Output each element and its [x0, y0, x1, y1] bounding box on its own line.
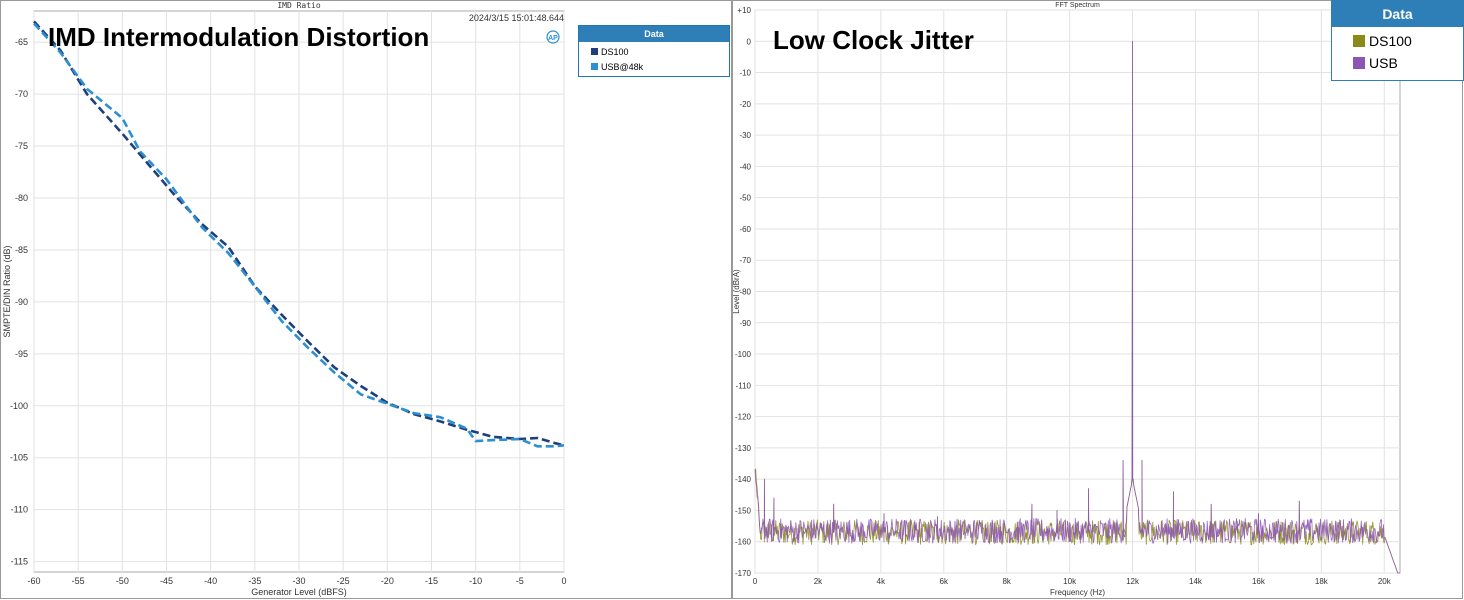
imd-x-tick-label: -50 [116, 576, 129, 586]
fft-window-title: FFT Spectrum [1055, 2, 1100, 9]
imd-x-tick-label: -30 [292, 576, 305, 586]
fft-y-tick-label: 0 [747, 37, 752, 46]
fft-panel-frame [732, 0, 1463, 599]
imd-x-tick-label: 0 [561, 576, 566, 586]
fft-legend-label-ds100: DS100 [1369, 33, 1412, 49]
imd-y-tick-label: -110 [11, 505, 28, 515]
imd-y-tick-label: -115 [11, 557, 28, 567]
fft-legend-swatch-ds100 [1353, 35, 1365, 47]
fft-legend-swatch-usb [1353, 57, 1365, 69]
fft-x-axis-label: Frequency (Hz) [1050, 588, 1105, 597]
fft-y-tick-label: -110 [736, 381, 752, 390]
ap-logo [546, 30, 560, 44]
fft-y-tick-label: -130 [735, 444, 752, 453]
fft-y-axis-label: Level (dBrA) [732, 269, 741, 314]
imd-y-tick-label: -95 [15, 349, 28, 359]
fft-overlay-title: Low Clock Jitter [773, 25, 974, 55]
imd-timestamp: 2024/3/15 15:01:48.644 [469, 13, 564, 23]
fft-y-tick-label: -150 [735, 506, 752, 515]
imd-y-tick-label: -75 [15, 141, 28, 151]
imd-series-line-1 [33, 22, 565, 448]
imd-y-tick-label: -65 [15, 37, 28, 47]
imd-legend-label-ds100: DS100 [601, 46, 629, 57]
fft-x-tick-label: 10k [1063, 577, 1077, 586]
imd-window-title: IMD Ratio [277, 1, 321, 10]
imd-x-tick-label: -15 [425, 576, 438, 586]
fft-legend-label-usb: USB [1369, 55, 1398, 71]
fft-x-tick-label: 18k [1315, 577, 1329, 586]
fft-x-tick-label: 2k [814, 577, 823, 586]
imd-legend-label-usb48k: USB@48k [601, 61, 644, 72]
imd-y-tick-label: -80 [15, 193, 28, 203]
fft-y-tick-label: -30 [739, 131, 751, 140]
imd-legend-swatch-usb48k [591, 63, 598, 70]
imd-x-tick-label: -55 [72, 576, 85, 586]
imd-x-tick-label: -35 [248, 576, 261, 586]
fft-legend: Data DS100 USB [1331, 0, 1464, 81]
fft-y-tick-label: -50 [739, 194, 751, 203]
fft-y-tick-label: -100 [735, 350, 752, 359]
fft-y-tick-label: -70 [739, 256, 751, 265]
fft-y-tick-label: -60 [739, 225, 751, 234]
imd-y-tick-label: -70 [15, 89, 28, 99]
imd-x-tick-label: -10 [469, 576, 482, 586]
imd-x-tick-label: -5 [516, 576, 524, 586]
imd-y-tick-label: -90 [15, 297, 28, 307]
fft-x-tick-label: 14k [1189, 577, 1203, 586]
fft-x-tick-label: 0 [753, 577, 758, 586]
ap-logo-text: AP [548, 35, 558, 42]
imd-legend-item-ds100[interactable]: DS100 [579, 42, 729, 58]
imd-legend-title: Data [579, 26, 729, 42]
fft-y-tick-label: -140 [735, 475, 752, 484]
imd-overlay-title: IMD Intermodulation Distortion [48, 22, 430, 52]
fft-y-tick-label: -160 [735, 538, 752, 547]
imd-x-tick-label: -20 [381, 576, 394, 586]
fft-x-tick-label: 12k [1126, 577, 1140, 586]
fft-y-tick-label: -20 [739, 100, 751, 109]
imd-series-line-0 [33, 20, 565, 447]
imd-y-axis-label: SMPTE/DIN Ratio (dB) [2, 245, 12, 337]
imd-y-tick-label: -100 [10, 401, 28, 411]
imd-x-tick-label: -60 [27, 576, 40, 586]
fft-x-tick-label: 6k [940, 577, 949, 586]
imd-panel-frame [0, 0, 732, 599]
imd-legend-swatch-ds100 [591, 48, 598, 55]
fft-legend-title: Data [1332, 1, 1463, 27]
imd-legend-item-usb48k[interactable]: USB@48k [579, 58, 729, 73]
imd-y-tick-label: -85 [15, 245, 28, 255]
fft-x-tick-label: 20k [1378, 577, 1392, 586]
fft-y-tick-label: -10 [739, 69, 751, 78]
fft-y-tick-label: +10 [737, 6, 751, 15]
fft-y-tick-label: -90 [739, 319, 751, 328]
fft-y-tick-label: -40 [739, 162, 751, 171]
fft-legend-item-usb[interactable]: USB [1332, 52, 1463, 74]
fft-x-tick-label: 4k [877, 577, 886, 586]
fft-y-tick-label: -170 [735, 569, 752, 578]
imd-y-tick-label: -105 [10, 453, 28, 463]
imd-x-axis-label: Generator Level (dBFS) [251, 587, 347, 597]
fft-y-tick-label: -120 [735, 413, 752, 422]
fft-legend-item-ds100[interactable]: DS100 [1332, 27, 1463, 52]
imd-x-tick-label: -45 [160, 576, 173, 586]
fft-series-line-1 [754, 40, 1400, 574]
fft-x-tick-label: 16k [1252, 577, 1266, 586]
fft-x-tick-label: 8k [1002, 577, 1011, 586]
imd-legend: Data DS100 USB@48k [578, 25, 730, 77]
imd-x-tick-label: -40 [204, 576, 217, 586]
fft-y-tick-label: -80 [739, 288, 751, 297]
imd-x-tick-label: -25 [337, 576, 350, 586]
